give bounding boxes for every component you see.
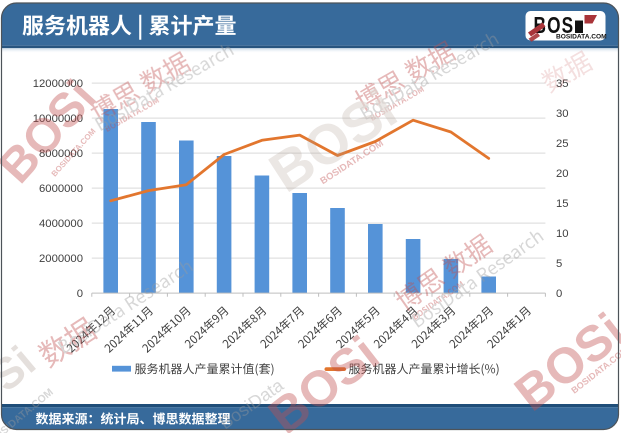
svg-text:25: 25 <box>556 138 569 150</box>
svg-text:12000000: 12000000 <box>33 78 83 90</box>
svg-text:8000000: 8000000 <box>39 148 83 160</box>
svg-text:5: 5 <box>556 258 562 270</box>
svg-text:10000000: 10000000 <box>33 113 83 125</box>
svg-text:30: 30 <box>556 108 569 120</box>
svg-text:0: 0 <box>556 288 562 300</box>
svg-text:0: 0 <box>77 288 83 300</box>
svg-text:4000000: 4000000 <box>39 218 83 230</box>
svg-text:20: 20 <box>556 168 569 180</box>
svg-text:2000000: 2000000 <box>39 253 83 265</box>
svg-text:15: 15 <box>556 198 569 210</box>
svg-text:35: 35 <box>556 78 569 90</box>
svg-text:BOSIDATA.COM: BOSIDATA.COM <box>556 34 607 41</box>
svg-text:6000000: 6000000 <box>39 183 83 195</box>
svg-text:10: 10 <box>556 228 569 240</box>
